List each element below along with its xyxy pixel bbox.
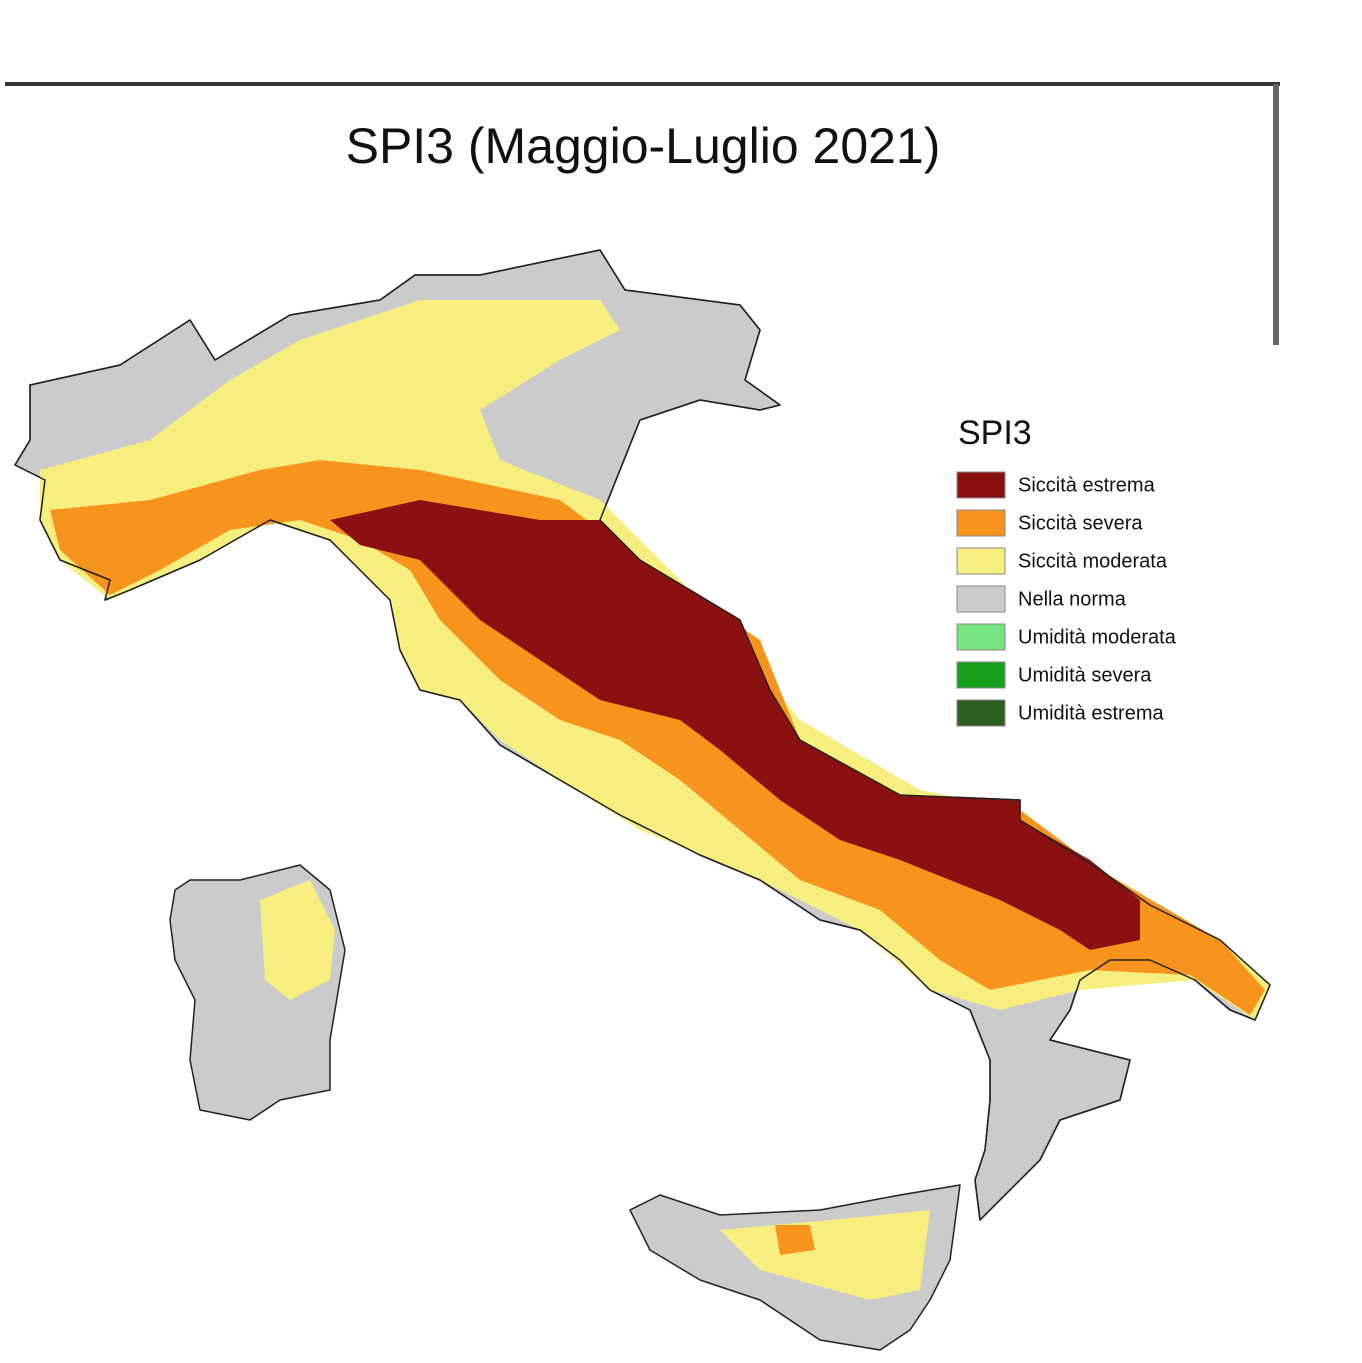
extreme-drought-area: [330, 500, 1140, 950]
map-title: SPI3 (Maggio-Luglio 2021): [346, 118, 941, 174]
legend: SPI3 Siccità estrema Siccità severa Siccit…: [956, 414, 1177, 727]
legend-label: Umidità severa: [1018, 664, 1152, 686]
sicily-severe-area: [775, 1225, 815, 1255]
legend-label: Siccità severa: [1018, 512, 1143, 534]
legend-swatch: [956, 547, 1006, 575]
legend-swatch: [956, 623, 1006, 651]
legend-swatch: [956, 509, 1006, 537]
sicily-moderate-area: [720, 1210, 930, 1300]
legend-swatch: [956, 661, 1006, 689]
legend-label: Umidità moderata: [1018, 626, 1177, 648]
legend-label: Siccità moderata: [1018, 550, 1168, 572]
legend-swatch: [956, 471, 1006, 499]
legend-swatch: [956, 585, 1006, 613]
sardinia-moderate-area: [260, 880, 335, 1000]
legend-title: SPI3: [958, 414, 1032, 452]
legend-label: Nella norma: [1018, 588, 1127, 610]
italy-map: [14, 249, 1271, 1351]
legend-label: Siccità estrema: [1018, 474, 1156, 496]
mainland-outline: [14, 249, 1271, 1221]
legend-label: Umidità estrema: [1018, 702, 1164, 724]
legend-swatch: [956, 699, 1006, 727]
